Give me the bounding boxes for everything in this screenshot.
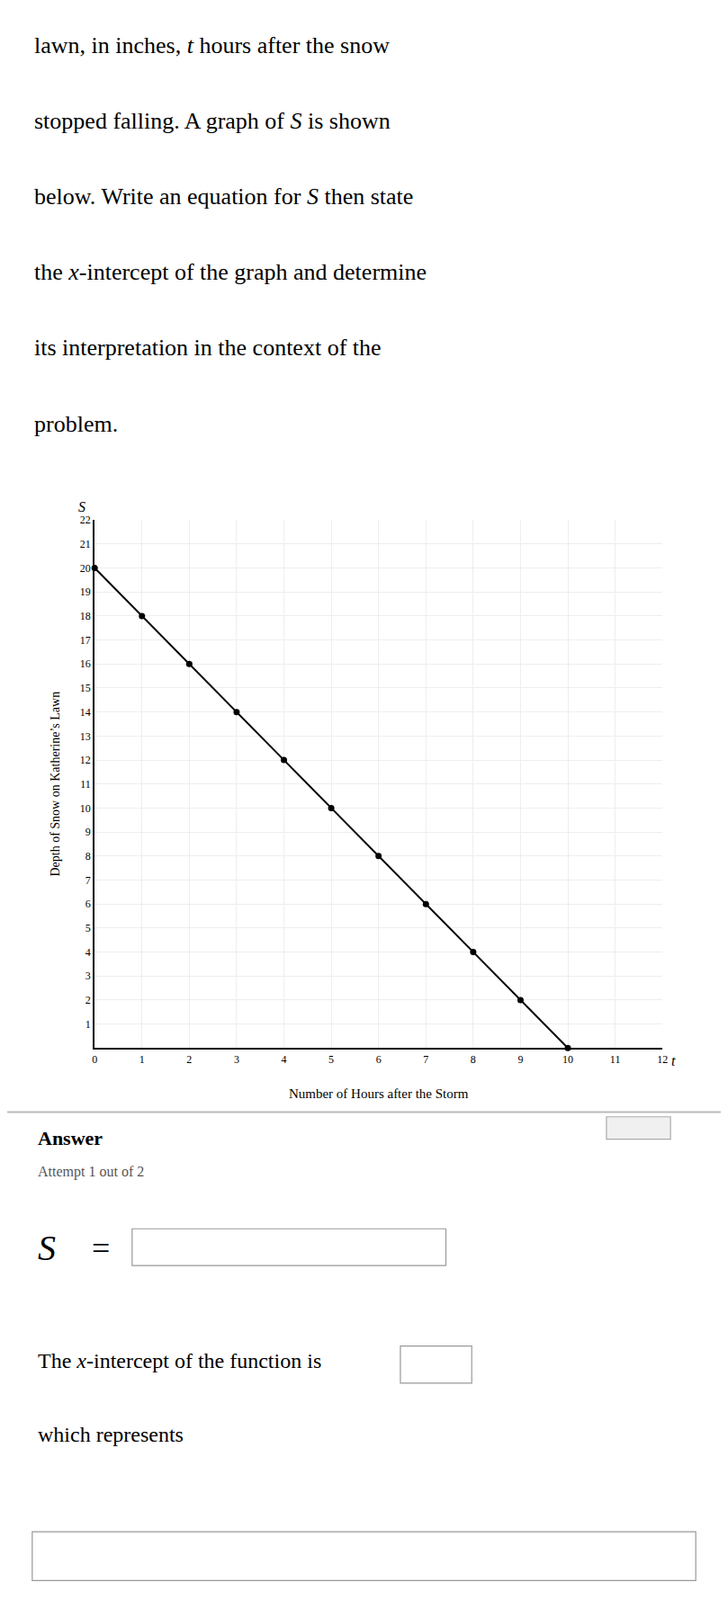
svg-text:21: 21 xyxy=(80,538,91,551)
svg-text:Answer: Answer xyxy=(37,1127,103,1151)
svg-text:Depth of Snow on Katherine’s L: Depth of Snow on Katherine’s Lawn xyxy=(48,692,63,878)
svg-text:5: 5 xyxy=(85,922,91,935)
svg-text:7: 7 xyxy=(85,874,91,888)
svg-text:Attempt 1 out of 2: Attempt 1 out of 2 xyxy=(37,1164,144,1181)
svg-text:S: S xyxy=(37,1228,56,1269)
svg-text:16: 16 xyxy=(80,657,91,671)
svg-text:17: 17 xyxy=(80,634,91,648)
svg-text:10: 10 xyxy=(80,802,91,816)
svg-text:4: 4 xyxy=(281,1053,288,1067)
svg-text:the x-intercept of the graph a: the x-intercept of the graph and determi… xyxy=(34,259,427,286)
svg-text:15: 15 xyxy=(80,682,91,695)
svg-text:12: 12 xyxy=(656,1053,668,1067)
svg-text:8: 8 xyxy=(470,1053,477,1067)
svg-text:=: = xyxy=(91,1231,110,1268)
svg-text:19: 19 xyxy=(80,585,91,599)
svg-text:12: 12 xyxy=(80,754,91,767)
svg-text:20: 20 xyxy=(80,562,91,576)
svg-text:7: 7 xyxy=(422,1053,429,1067)
svg-text:stopped falling. A graph of S: stopped falling. A graph of S is shown xyxy=(34,107,391,135)
svg-text:below. Write an equation for S: below. Write an equation for S then stat… xyxy=(34,183,414,210)
svg-text:11: 11 xyxy=(610,1053,621,1067)
svg-text:1: 1 xyxy=(85,1018,91,1032)
svg-text:9: 9 xyxy=(517,1053,523,1067)
svg-text:t: t xyxy=(671,1053,676,1070)
svg-text:9: 9 xyxy=(85,826,91,839)
svg-text:14: 14 xyxy=(80,706,91,720)
svg-text:6: 6 xyxy=(376,1053,382,1067)
svg-text:4: 4 xyxy=(85,946,91,960)
svg-text:3: 3 xyxy=(85,970,91,983)
svg-text:problem.: problem. xyxy=(34,411,118,438)
svg-text:1: 1 xyxy=(139,1053,145,1067)
svg-text:lawn, in inches, t hours after: lawn, in inches, t hours after the snow xyxy=(34,32,390,59)
svg-text:2: 2 xyxy=(186,1053,192,1067)
svg-text:Number of Hours after the Stor: Number of Hours after the Storm xyxy=(288,1087,469,1102)
svg-text:which represents: which represents xyxy=(37,1423,184,1448)
svg-text:8: 8 xyxy=(85,850,91,863)
svg-text:11: 11 xyxy=(80,778,91,791)
svg-text:13: 13 xyxy=(80,730,91,744)
svg-text:The x-intercept of the functio: The x-intercept of the function is xyxy=(37,1349,322,1374)
svg-text:0: 0 xyxy=(91,1053,98,1067)
svg-text:6: 6 xyxy=(85,898,91,911)
svg-text:2: 2 xyxy=(85,994,91,1007)
svg-text:5: 5 xyxy=(328,1053,334,1067)
svg-text:S: S xyxy=(78,499,86,515)
svg-text:18: 18 xyxy=(80,610,91,623)
svg-text:3: 3 xyxy=(233,1053,240,1067)
svg-text:10: 10 xyxy=(562,1053,574,1067)
svg-text:22: 22 xyxy=(80,513,91,527)
svg-text:its interpretation in the cont: its interpretation in the context of the xyxy=(34,334,382,361)
